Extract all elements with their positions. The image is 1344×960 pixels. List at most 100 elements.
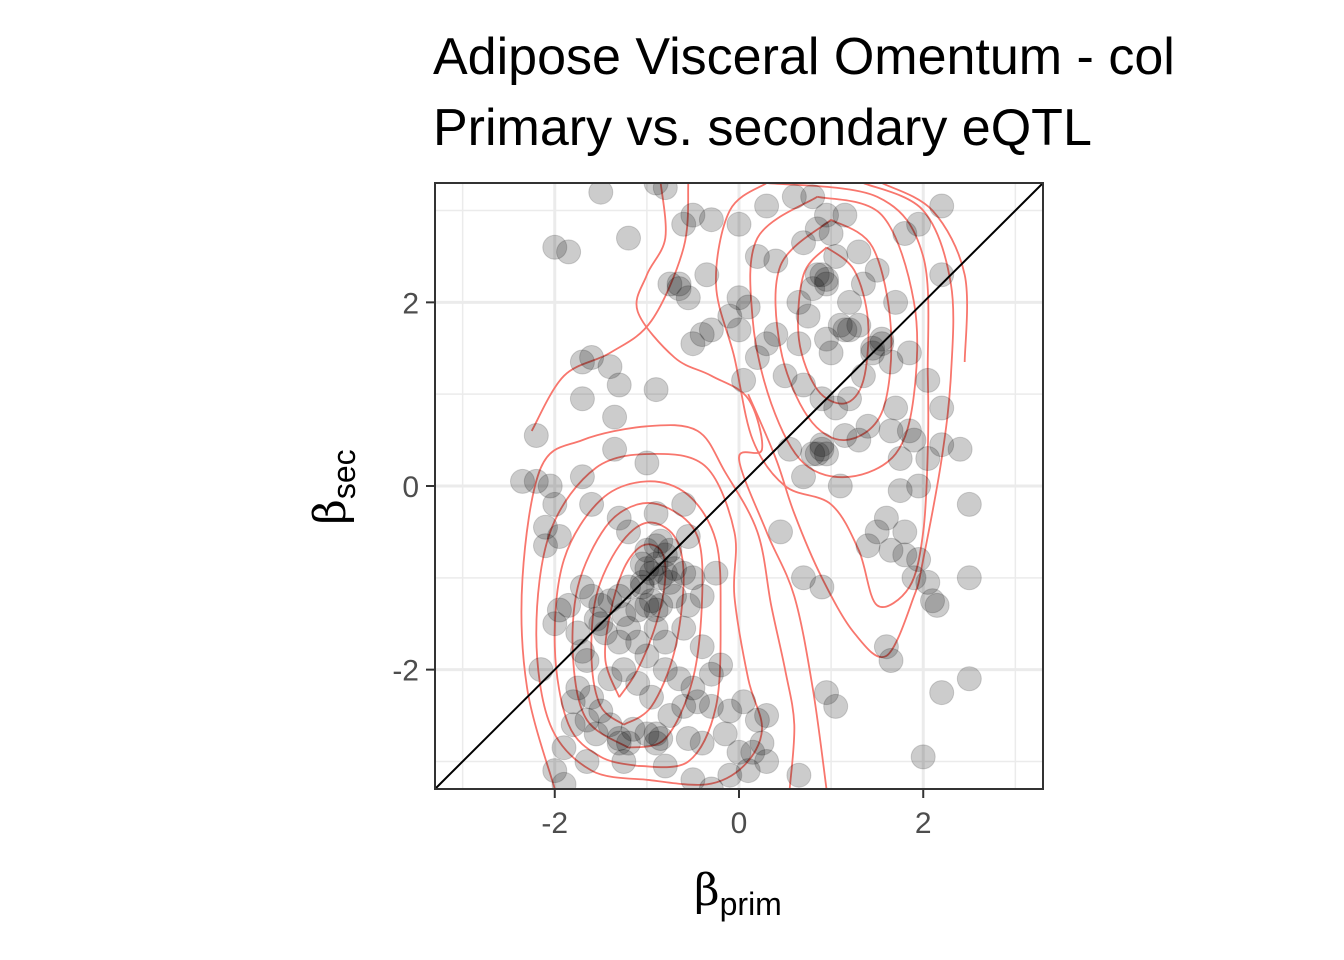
- data-point: [602, 404, 628, 430]
- data-point: [754, 749, 780, 774]
- data-point: [883, 289, 909, 315]
- data-point: [569, 464, 595, 490]
- data-point: [574, 707, 600, 733]
- data-point: [625, 597, 651, 623]
- data-point: [639, 588, 664, 614]
- data-point: [864, 257, 890, 283]
- data-point: [648, 592, 674, 618]
- data-point: [662, 556, 687, 582]
- y-tick-label: 0: [402, 471, 419, 504]
- data-point: [832, 317, 858, 343]
- data-point: [569, 349, 595, 375]
- data-point: [768, 519, 793, 545]
- x-axis-ticks: -2 0 2: [541, 789, 932, 840]
- data-point: [878, 537, 904, 563]
- data-point: [648, 528, 674, 554]
- data-point: [731, 367, 757, 393]
- y-tick-label: -2: [392, 655, 419, 688]
- data-point: [625, 629, 651, 655]
- data-point: [648, 565, 674, 591]
- data-point: [906, 211, 932, 237]
- data-point: [740, 739, 766, 765]
- data-point: [643, 501, 669, 526]
- data-point: [846, 239, 872, 265]
- data-point: [616, 519, 641, 545]
- density-contour-line: [590, 521, 685, 726]
- data-point: [809, 262, 835, 288]
- data-point: [671, 491, 697, 517]
- data-point: [602, 436, 628, 462]
- data-point: [666, 271, 692, 297]
- data-point: [542, 758, 568, 784]
- data-point: [546, 524, 572, 549]
- data-point: [569, 638, 595, 664]
- data-point: [827, 473, 853, 499]
- data-point: [588, 698, 614, 724]
- data-point: [556, 592, 582, 618]
- data-point: [800, 441, 826, 467]
- data-point: [795, 303, 821, 329]
- data-point: [579, 345, 605, 370]
- data-point: [878, 418, 904, 444]
- data-point: [800, 184, 826, 210]
- data-point: [634, 556, 660, 582]
- data-point: [639, 684, 664, 710]
- data-point: [652, 657, 678, 683]
- data-point: [680, 202, 706, 228]
- density-contour-line: [747, 183, 955, 659]
- data-point: [708, 652, 734, 678]
- data-point: [689, 583, 715, 609]
- data-point: [744, 707, 770, 733]
- data-point: [892, 519, 918, 545]
- data-point: [574, 648, 600, 673]
- data-point: [837, 386, 862, 412]
- data-point: [510, 468, 535, 494]
- density-contour-line: [774, 218, 893, 442]
- density-contour-line: [553, 480, 722, 769]
- data-point: [560, 689, 586, 715]
- data-point: [920, 588, 945, 614]
- plot-panel: [434, 182, 1044, 790]
- data-point: [523, 423, 549, 448]
- data-point: [809, 432, 835, 458]
- data-point: [832, 202, 858, 228]
- data-point: [837, 317, 862, 343]
- data-point: [565, 620, 591, 646]
- x-axis-label-subscript: prim: [720, 886, 782, 922]
- data-point: [929, 193, 955, 219]
- data-point: [592, 620, 618, 646]
- data-point: [814, 202, 839, 228]
- data-point: [657, 271, 683, 297]
- data-point: [606, 372, 632, 398]
- data-point: [675, 726, 701, 751]
- x-axis-label: βprim: [694, 865, 782, 922]
- data-point: [906, 473, 932, 499]
- data-point: [625, 670, 651, 696]
- x-tick-label: 2: [915, 807, 932, 840]
- data-point: [887, 446, 913, 471]
- data-point: [892, 542, 918, 568]
- data-point: [906, 547, 932, 572]
- data-point: [634, 592, 660, 618]
- data-point: [634, 537, 660, 563]
- density-contour-line: [715, 183, 930, 608]
- data-point: [574, 749, 600, 774]
- data-point: [657, 537, 683, 563]
- data-point: [629, 551, 655, 577]
- data-point: [629, 574, 655, 600]
- data-point: [832, 423, 858, 448]
- data-point: [763, 322, 789, 347]
- data-point: [671, 615, 697, 641]
- data-point: [814, 326, 839, 352]
- data-point: [565, 675, 591, 701]
- data-point: [657, 703, 683, 728]
- data-point: [634, 643, 660, 669]
- data-point: [915, 446, 941, 471]
- data-point: [814, 680, 839, 706]
- data-point: [929, 680, 955, 706]
- data-point: [616, 615, 641, 641]
- data-point: [620, 716, 646, 742]
- data-point: [804, 216, 830, 242]
- data-point: [560, 712, 586, 738]
- data-point: [901, 565, 927, 591]
